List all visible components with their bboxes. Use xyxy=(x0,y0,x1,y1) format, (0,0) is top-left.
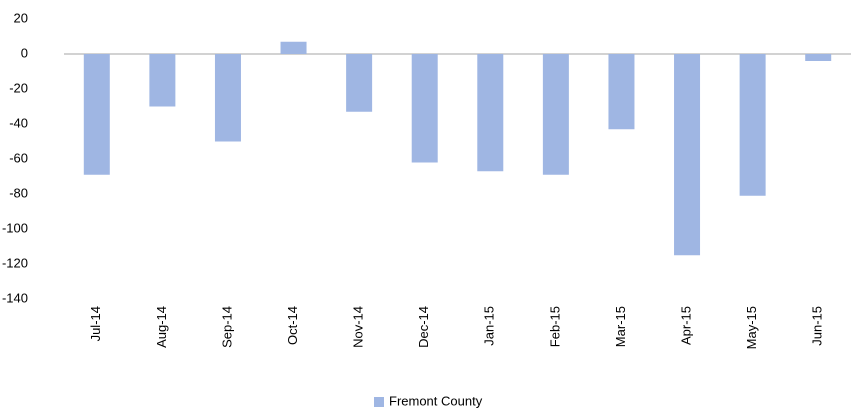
bar xyxy=(214,54,241,142)
bar xyxy=(805,54,832,61)
x-tick-label: Oct-14 xyxy=(285,306,300,345)
bar xyxy=(542,54,569,175)
y-tick-label: -80 xyxy=(9,185,28,200)
y-tick-label: 20 xyxy=(14,10,28,25)
bar xyxy=(346,54,373,112)
bar xyxy=(280,41,307,54)
x-tick-label: Dec-14 xyxy=(416,306,431,348)
x-tick-label: Jan-15 xyxy=(482,306,497,346)
bar xyxy=(149,54,176,107)
bar xyxy=(739,54,766,196)
bar xyxy=(477,54,504,172)
x-tick-label: Jul-14 xyxy=(88,306,103,341)
x-tick-label: Apr-15 xyxy=(678,306,693,345)
legend-label: Fremont County xyxy=(389,393,483,408)
x-tick-label: Nov-14 xyxy=(351,306,366,348)
bar xyxy=(608,54,635,130)
y-tick-label: -20 xyxy=(9,80,28,95)
y-tick-label: -120 xyxy=(2,255,28,270)
legend-swatch xyxy=(374,397,384,407)
y-tick-label: -100 xyxy=(2,220,28,235)
y-tick-label: -40 xyxy=(9,115,28,130)
bar xyxy=(674,54,701,256)
x-tick-label: Sep-14 xyxy=(219,306,234,348)
x-tick-label: Jun-15 xyxy=(810,306,825,346)
x-tick-label: Feb-15 xyxy=(547,306,562,347)
x-tick-label: Aug-14 xyxy=(154,306,169,348)
bar xyxy=(411,54,438,163)
x-tick-label: May-15 xyxy=(744,306,759,349)
x-tick-label: Mar-15 xyxy=(613,306,628,347)
bar xyxy=(83,54,110,175)
y-tick-label: 0 xyxy=(21,45,28,60)
y-tick-label: -140 xyxy=(2,290,28,305)
y-tick-label: -60 xyxy=(9,150,28,165)
